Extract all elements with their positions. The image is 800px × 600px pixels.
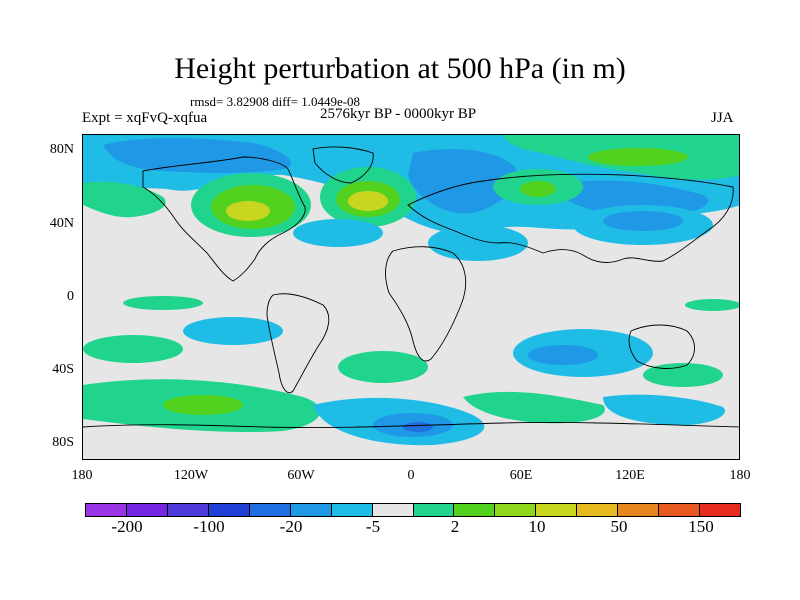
colorbar-label: 150	[688, 517, 714, 536]
colorbar	[85, 503, 741, 517]
colorbar-box	[454, 504, 496, 516]
colorbar-label: 10	[528, 517, 546, 536]
colorbar-box	[290, 504, 332, 516]
coast-eurasia	[407, 173, 734, 263]
coast-south-america	[266, 293, 330, 394]
south-blue-core	[403, 422, 433, 432]
y-tick-label: 0	[67, 289, 74, 304]
x-tick-label: 120E	[615, 468, 645, 483]
australia-south-green	[643, 363, 723, 387]
coast-australia	[628, 324, 695, 369]
colorbar-box	[659, 504, 701, 516]
colorbar-label: 50	[610, 517, 628, 536]
map-plot-area	[82, 134, 740, 460]
colorbar-box	[372, 504, 414, 516]
coast-greenland	[312, 146, 374, 184]
colorbar-label: -5	[365, 517, 381, 536]
chart-title: Height perturbation at 500 hPa (in m)	[174, 52, 626, 85]
europe-blue-patch	[428, 225, 528, 261]
north-blue-inner-1	[103, 138, 292, 173]
colorbar-box	[700, 504, 740, 516]
colorbar-box	[249, 504, 291, 516]
atlantic-blue-patch	[293, 219, 383, 247]
colorbar-box	[413, 504, 455, 516]
colorbar-box	[167, 504, 209, 516]
atlantic-yellow	[348, 191, 388, 211]
siberia-green-core	[520, 181, 556, 197]
asia-blue-inner	[603, 211, 683, 231]
tropic-green-2	[685, 299, 739, 311]
x-tick-label: 60E	[509, 468, 533, 483]
y-tick-label: 80N	[49, 142, 74, 157]
y-tick-label: 40S	[52, 362, 74, 377]
south-pacific-green	[83, 335, 183, 363]
colorbar-box	[208, 504, 250, 516]
y-tick-label: 40N	[49, 216, 74, 231]
x-tick-label: 180	[71, 468, 93, 483]
colorbar-box	[536, 504, 578, 516]
rmsd-diff-stats: rmsd= 3.82908 diff= 1.0449e-08	[190, 94, 361, 109]
colorbar-label: -100	[193, 517, 225, 536]
x-tick-label: 60W	[287, 468, 315, 483]
namerica-yellow	[226, 201, 270, 221]
x-tick-label: 120W	[173, 468, 209, 483]
colorbar-box	[618, 504, 660, 516]
colorbar-label: 2	[450, 517, 460, 536]
coastlines	[83, 146, 739, 428]
colorbar-box	[126, 504, 168, 516]
y-tick-label: 80S	[52, 435, 74, 450]
x-tick-label: 0	[407, 468, 415, 483]
colorbar-label: -20	[279, 517, 303, 536]
tropic-green-1	[123, 296, 203, 310]
coast-north-america	[142, 156, 306, 282]
arctic-green-core	[588, 148, 688, 166]
experiment-label: Expt = xqFvQ-xqfua	[82, 110, 208, 126]
south-blue-band-east	[603, 394, 725, 426]
south-indian-blue-inner	[528, 345, 598, 365]
height-perturbation-map	[83, 135, 739, 459]
south-pacific-blue	[183, 317, 283, 345]
season-label: JJA	[711, 110, 734, 126]
north-blue-inner-2	[408, 149, 518, 214]
south-atlantic-green	[338, 351, 428, 383]
coast-africa	[385, 246, 467, 362]
south-green-core	[163, 395, 243, 415]
colorbar-box	[495, 504, 537, 516]
coast-antarctica	[83, 422, 739, 428]
south-green-band-east	[463, 391, 605, 424]
colorbar-label: -200	[111, 517, 143, 536]
x-tick-label: 180	[729, 468, 751, 483]
period-label: 2576kyr BP - 0000kyr BP	[320, 106, 477, 122]
npacific-green-west	[83, 181, 166, 218]
colorbar-box	[331, 504, 373, 516]
colorbar-box	[577, 504, 619, 516]
colorbar-box	[86, 504, 127, 516]
